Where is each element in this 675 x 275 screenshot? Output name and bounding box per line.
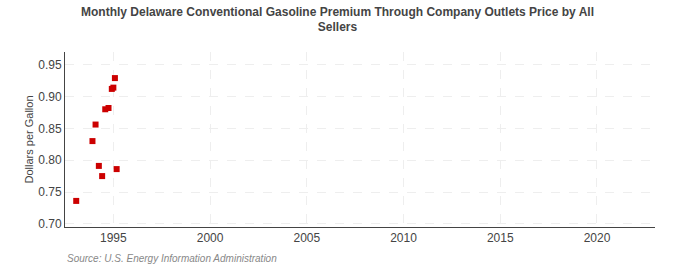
svg-text:Dollars per Gallon: Dollars per Gallon <box>23 95 35 183</box>
svg-text:2015: 2015 <box>487 231 514 245</box>
svg-text:Source: U.S. Energy Informatio: Source: U.S. Energy Information Administ… <box>67 253 277 264</box>
svg-text:0.95: 0.95 <box>38 58 62 72</box>
svg-text:0.75: 0.75 <box>38 185 62 199</box>
svg-text:2005: 2005 <box>293 231 320 245</box>
svg-text:0.70: 0.70 <box>38 217 62 231</box>
svg-text:2020: 2020 <box>584 231 611 245</box>
svg-text:0.80: 0.80 <box>38 153 62 167</box>
svg-text:0.90: 0.90 <box>38 90 62 104</box>
svg-text:2010: 2010 <box>390 231 417 245</box>
svg-text:Monthly Delaware Conventional: Monthly Delaware Conventional Gasoline P… <box>81 5 594 35</box>
svg-text:1995: 1995 <box>100 231 127 245</box>
svg-text:0.85: 0.85 <box>38 122 62 136</box>
svg-text:2000: 2000 <box>197 231 224 245</box>
